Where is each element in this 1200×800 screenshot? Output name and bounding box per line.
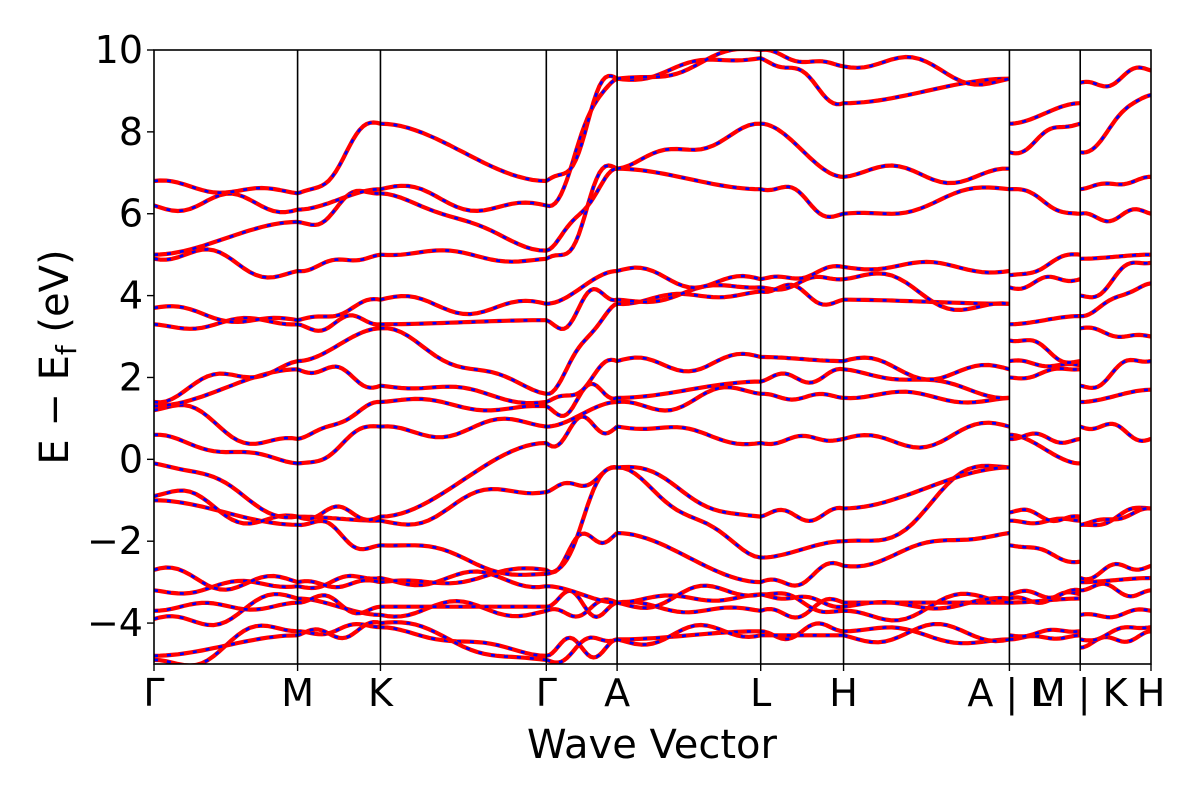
x-tick-label: M | K [1033,671,1129,716]
band-curve-dotted [154,261,1151,333]
band-curve-dotted [154,282,1151,404]
band-curve-dotted [154,415,1151,522]
band-curve-dotted [154,358,1151,446]
y-tick-label: 8 [119,110,143,154]
x-tick-label: Γ [536,671,557,715]
band-curve-dotted [154,531,1151,592]
y-tick-label: 2 [119,355,143,399]
band-curve-dotted [154,465,1151,527]
x-tick-label: K [368,671,394,715]
band-curve-dotted [154,122,1151,256]
band-curve-dotted [154,620,1151,664]
high-symmetry-lines [296,50,1082,664]
y-axis-title-unit: (eV) [32,249,78,345]
x-tick-label: H [829,671,858,715]
y-tick-label: 6 [119,192,143,236]
band-curve-dotted [154,590,1151,627]
plot-frame [153,49,1152,665]
x-tick-label: H [1137,671,1166,715]
y-tick-label: 0 [119,437,143,481]
band-curve-dotted [154,570,1151,610]
y-axis-title-main: E − E [32,355,78,465]
band-curve-dotted [154,385,1151,465]
y-axis-title: E − Ef (eV) [32,249,83,464]
plot-background [154,50,1151,664]
x-tick-label: Γ [143,671,164,715]
y-tick-label: 4 [119,274,143,318]
y-tick-label: −2 [87,519,143,563]
band-curve-dotted [154,253,1151,324]
y-axis-title-subscript: f [50,344,83,355]
x-tick-label: L [750,671,771,715]
x-tick-label: A [604,671,630,715]
y-tick-label: 10 [95,28,143,72]
x-axis-title: Wave Vector [527,722,778,768]
band-curve-dotted [154,50,1151,195]
y-axis-ticks: −4 −2 0 2 4 6 8 10 [87,28,154,645]
y-tick-label: −4 [87,601,143,645]
band-curve-dotted [154,56,1151,214]
x-tick-label: M [281,671,314,715]
band-curve-dotted [154,464,1151,577]
x-tick-label: A | L [967,671,1051,716]
band-curve-dotted [154,326,1151,408]
band-curve-dotted [154,164,1151,279]
band-lines [154,50,1151,664]
